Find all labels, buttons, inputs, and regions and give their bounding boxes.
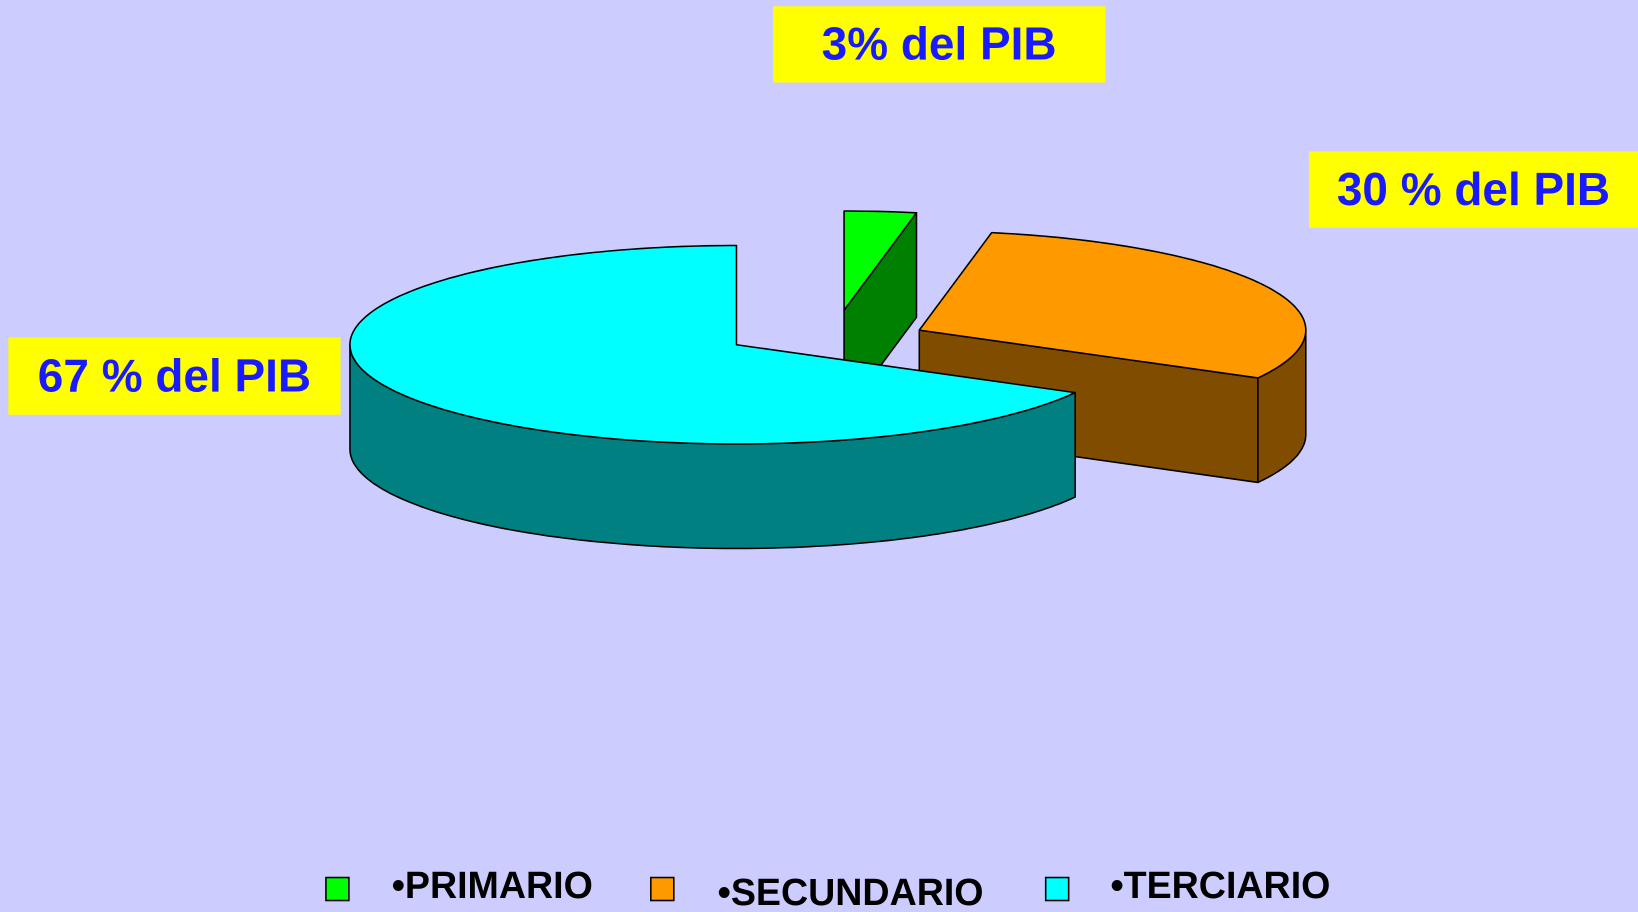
value-label: 30 % del PIB (1337, 163, 1610, 215)
slice-top (349, 244, 1076, 445)
value-label-box (8, 337, 341, 415)
value-label: 3% del PIB (822, 18, 1057, 70)
legend-swatch (325, 876, 350, 902)
value-label-box (1308, 151, 1638, 228)
value-label-box (773, 6, 1106, 83)
legend-label: •TERCIARIO (1110, 864, 1330, 906)
value-label: 67 % del PIB (38, 349, 311, 401)
slice-top (843, 210, 918, 312)
legend-label: •SECUNDARIO (718, 871, 984, 912)
legend-swatch (650, 876, 675, 902)
legend-label: •PRIMARIO (392, 864, 593, 906)
slice-top (918, 231, 1307, 379)
legend-swatch (1044, 876, 1070, 902)
